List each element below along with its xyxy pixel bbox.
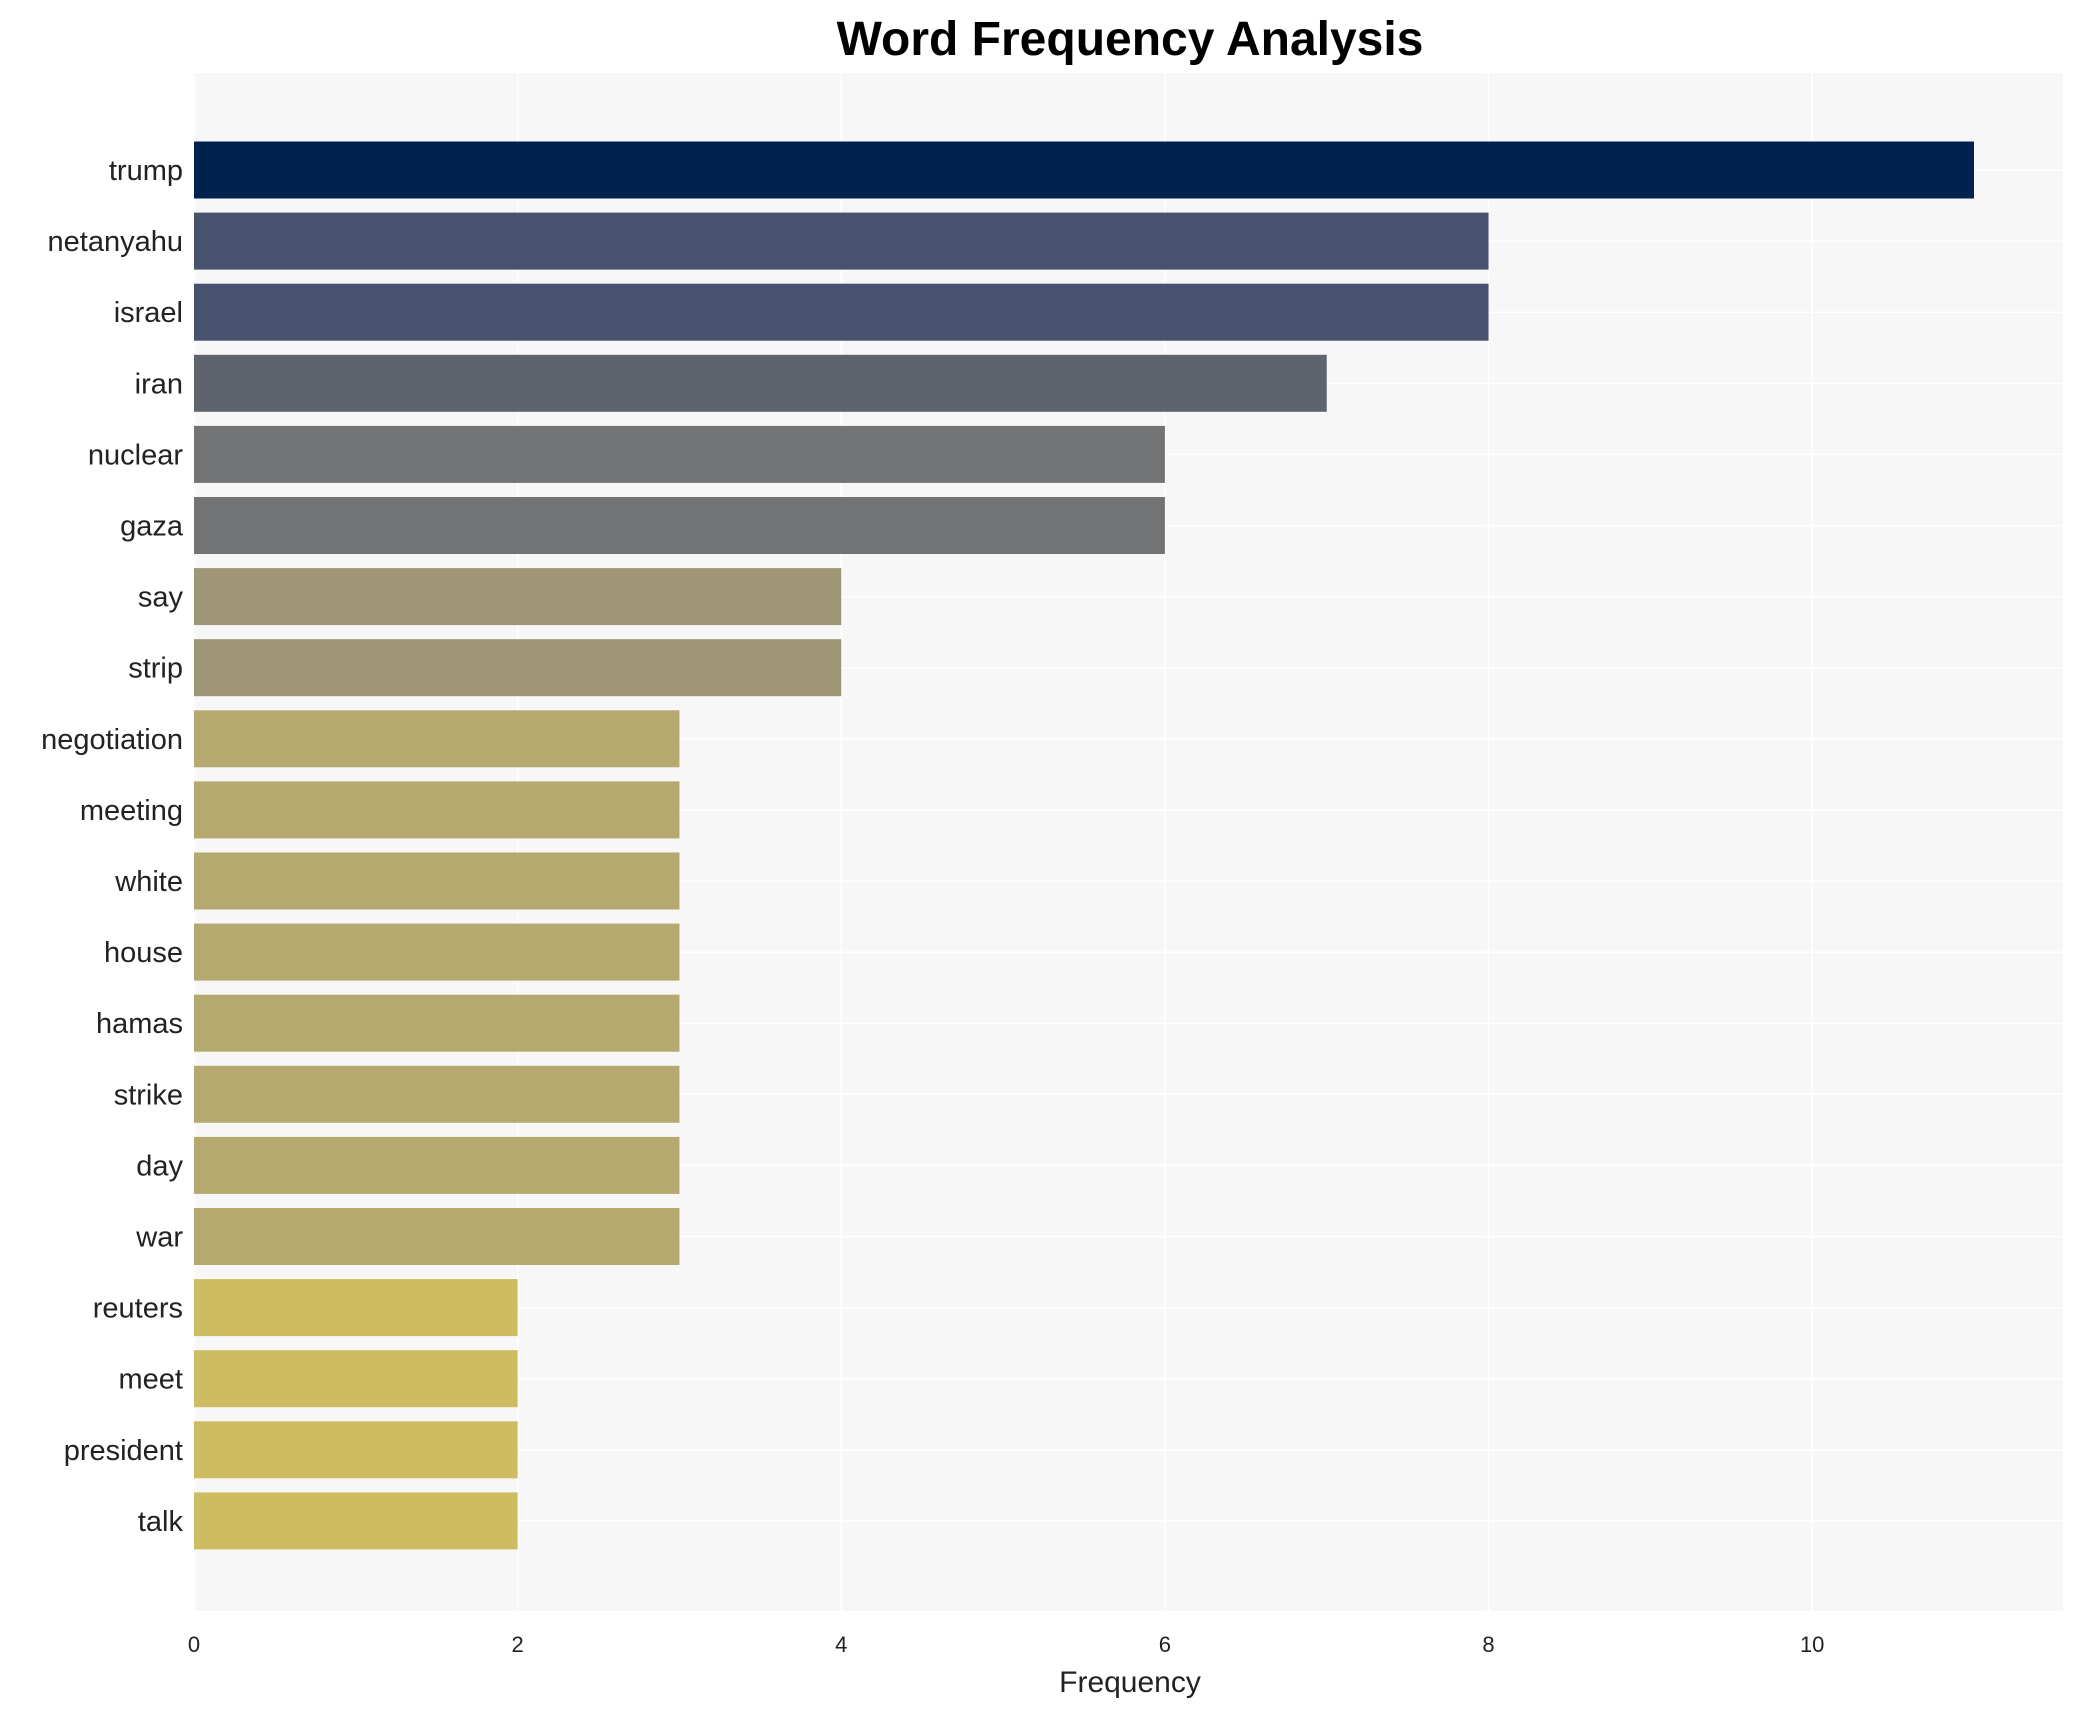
category-label: netanyahu: [48, 226, 183, 258]
category-label: talk: [138, 1506, 184, 1538]
category-label: trump: [109, 155, 183, 187]
bar-iran: [194, 354, 1327, 412]
x-tick-label: 0: [188, 1632, 200, 1657]
bar-meeting: [194, 781, 680, 839]
category-label: strike: [114, 1079, 183, 1111]
category-label: strip: [128, 653, 183, 685]
bar-trump: [194, 141, 1974, 199]
category-labels: trump netanyahu israel iran nuclear gaza say st…: [41, 155, 184, 1538]
bar-hamas: [194, 994, 680, 1052]
category-label: negotiation: [41, 724, 183, 756]
category-label: israel: [114, 297, 183, 329]
bar-strike: [194, 1065, 680, 1123]
bar-strip: [194, 639, 842, 697]
bar-reuters: [194, 1279, 518, 1337]
bar-gaza: [194, 497, 1165, 554]
bar-say: [194, 568, 842, 626]
category-label: gaza: [120, 511, 184, 543]
category-label: hamas: [96, 1008, 183, 1040]
bar-meet: [194, 1350, 518, 1408]
bar-talk: [194, 1492, 518, 1550]
x-tick-label: 2: [512, 1632, 524, 1657]
category-label: say: [138, 582, 184, 614]
category-label: meet: [119, 1364, 183, 1396]
bar-president: [194, 1421, 518, 1479]
category-label: iran: [135, 368, 183, 400]
bars: [194, 141, 1974, 1550]
bar-israel: [194, 283, 1489, 341]
category-label: reuters: [93, 1293, 183, 1325]
bar-white: [194, 852, 680, 910]
bar-negotiation: [194, 710, 680, 768]
category-label: president: [64, 1435, 183, 1467]
bar-netanyahu: [194, 212, 1489, 270]
category-label: house: [104, 937, 183, 969]
x-tick-label: 4: [835, 1632, 847, 1657]
bar-house: [194, 923, 680, 981]
category-label: meeting: [80, 795, 183, 827]
category-label: war: [135, 1222, 183, 1254]
bar-nuclear: [194, 425, 1165, 483]
category-label: nuclear: [88, 439, 183, 471]
bar-day: [194, 1136, 680, 1194]
x-tick-labels: 0 2 4 6 8 10: [188, 1632, 1825, 1657]
x-axis-label: Frequency: [1059, 1666, 1201, 1699]
category-label: white: [114, 866, 183, 898]
x-tick-label: 8: [1482, 1632, 1494, 1657]
bar-war: [194, 1208, 680, 1265]
chart-title: Word Frequency Analysis: [837, 13, 1424, 66]
x-tick-label: 10: [1800, 1632, 1824, 1657]
category-label: day: [136, 1150, 183, 1182]
x-tick-label: 6: [1159, 1632, 1171, 1657]
